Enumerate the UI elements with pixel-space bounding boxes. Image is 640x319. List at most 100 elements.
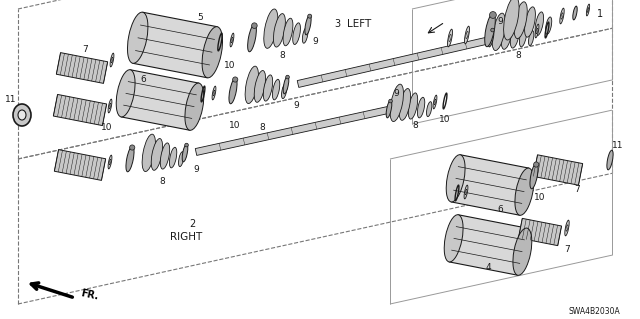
- Text: 10: 10: [229, 121, 241, 130]
- Polygon shape: [121, 70, 199, 130]
- Ellipse shape: [182, 144, 188, 162]
- Text: 3: 3: [334, 19, 340, 29]
- Polygon shape: [518, 219, 561, 246]
- Text: 8: 8: [515, 50, 521, 60]
- Ellipse shape: [530, 163, 538, 189]
- Ellipse shape: [446, 155, 465, 202]
- Ellipse shape: [504, 0, 519, 40]
- Text: 9: 9: [497, 18, 503, 26]
- Text: 10: 10: [439, 115, 451, 123]
- Ellipse shape: [292, 23, 300, 44]
- Ellipse shape: [510, 22, 520, 48]
- Ellipse shape: [588, 8, 589, 12]
- Text: 9: 9: [312, 38, 318, 47]
- Text: 5: 5: [197, 13, 203, 23]
- Text: 1: 1: [597, 9, 603, 19]
- Ellipse shape: [491, 28, 494, 32]
- Text: 6: 6: [140, 76, 146, 85]
- Polygon shape: [297, 37, 491, 87]
- Ellipse shape: [109, 103, 111, 109]
- Ellipse shape: [408, 93, 418, 119]
- Text: 10: 10: [224, 61, 236, 70]
- Ellipse shape: [273, 79, 280, 100]
- Ellipse shape: [127, 12, 148, 63]
- Text: 4: 4: [485, 263, 491, 272]
- Ellipse shape: [466, 32, 468, 39]
- Ellipse shape: [525, 7, 536, 37]
- Ellipse shape: [230, 33, 234, 47]
- Ellipse shape: [607, 150, 613, 170]
- Ellipse shape: [390, 84, 403, 122]
- Ellipse shape: [108, 155, 112, 169]
- Ellipse shape: [501, 18, 513, 49]
- Ellipse shape: [110, 53, 114, 67]
- Ellipse shape: [185, 143, 188, 147]
- Ellipse shape: [248, 24, 257, 52]
- Ellipse shape: [465, 189, 467, 195]
- Text: 9: 9: [293, 100, 299, 109]
- Polygon shape: [195, 107, 388, 155]
- Text: 6: 6: [497, 205, 503, 214]
- Ellipse shape: [308, 14, 312, 18]
- Ellipse shape: [529, 31, 534, 46]
- Ellipse shape: [179, 152, 184, 167]
- Ellipse shape: [111, 57, 113, 63]
- Text: 10: 10: [534, 194, 546, 203]
- Text: SWA4B2030A: SWA4B2030A: [568, 307, 620, 315]
- Ellipse shape: [464, 185, 468, 199]
- Polygon shape: [451, 155, 529, 215]
- Ellipse shape: [170, 147, 177, 168]
- Ellipse shape: [492, 13, 506, 50]
- Ellipse shape: [535, 24, 539, 38]
- Ellipse shape: [433, 95, 437, 109]
- Ellipse shape: [18, 110, 26, 120]
- Text: 2: 2: [189, 219, 195, 229]
- Ellipse shape: [252, 23, 257, 28]
- Ellipse shape: [231, 37, 233, 43]
- Text: FR.: FR.: [80, 288, 100, 302]
- Ellipse shape: [536, 28, 538, 34]
- Text: 8: 8: [259, 123, 265, 132]
- Ellipse shape: [417, 97, 425, 118]
- Ellipse shape: [254, 70, 266, 102]
- Ellipse shape: [386, 100, 392, 118]
- Ellipse shape: [426, 102, 432, 117]
- Ellipse shape: [566, 225, 568, 231]
- Ellipse shape: [283, 18, 293, 46]
- Ellipse shape: [185, 83, 204, 130]
- Ellipse shape: [151, 138, 163, 170]
- Ellipse shape: [535, 12, 543, 36]
- Polygon shape: [533, 155, 582, 185]
- Ellipse shape: [515, 168, 534, 215]
- Ellipse shape: [130, 145, 135, 150]
- Ellipse shape: [232, 77, 238, 82]
- Polygon shape: [56, 53, 108, 83]
- Ellipse shape: [116, 70, 135, 117]
- Ellipse shape: [109, 159, 111, 165]
- Polygon shape: [53, 94, 107, 126]
- Ellipse shape: [302, 27, 308, 43]
- Ellipse shape: [534, 162, 539, 167]
- Ellipse shape: [447, 29, 452, 47]
- Ellipse shape: [245, 66, 259, 104]
- Text: 11: 11: [612, 140, 624, 150]
- Text: 9: 9: [193, 166, 199, 174]
- Ellipse shape: [213, 90, 215, 96]
- Ellipse shape: [305, 15, 311, 35]
- Ellipse shape: [444, 215, 463, 262]
- Ellipse shape: [264, 9, 278, 48]
- Ellipse shape: [388, 99, 392, 103]
- Ellipse shape: [565, 220, 569, 236]
- Ellipse shape: [490, 11, 496, 19]
- Ellipse shape: [484, 13, 495, 47]
- Ellipse shape: [161, 143, 170, 169]
- Text: 8: 8: [159, 176, 165, 186]
- Text: 10: 10: [101, 123, 113, 132]
- Polygon shape: [132, 12, 217, 78]
- Text: 7: 7: [564, 246, 570, 255]
- Text: 8: 8: [412, 121, 418, 130]
- Text: LEFT: LEFT: [347, 19, 371, 29]
- Ellipse shape: [126, 146, 134, 172]
- Ellipse shape: [488, 29, 494, 47]
- Ellipse shape: [229, 78, 237, 104]
